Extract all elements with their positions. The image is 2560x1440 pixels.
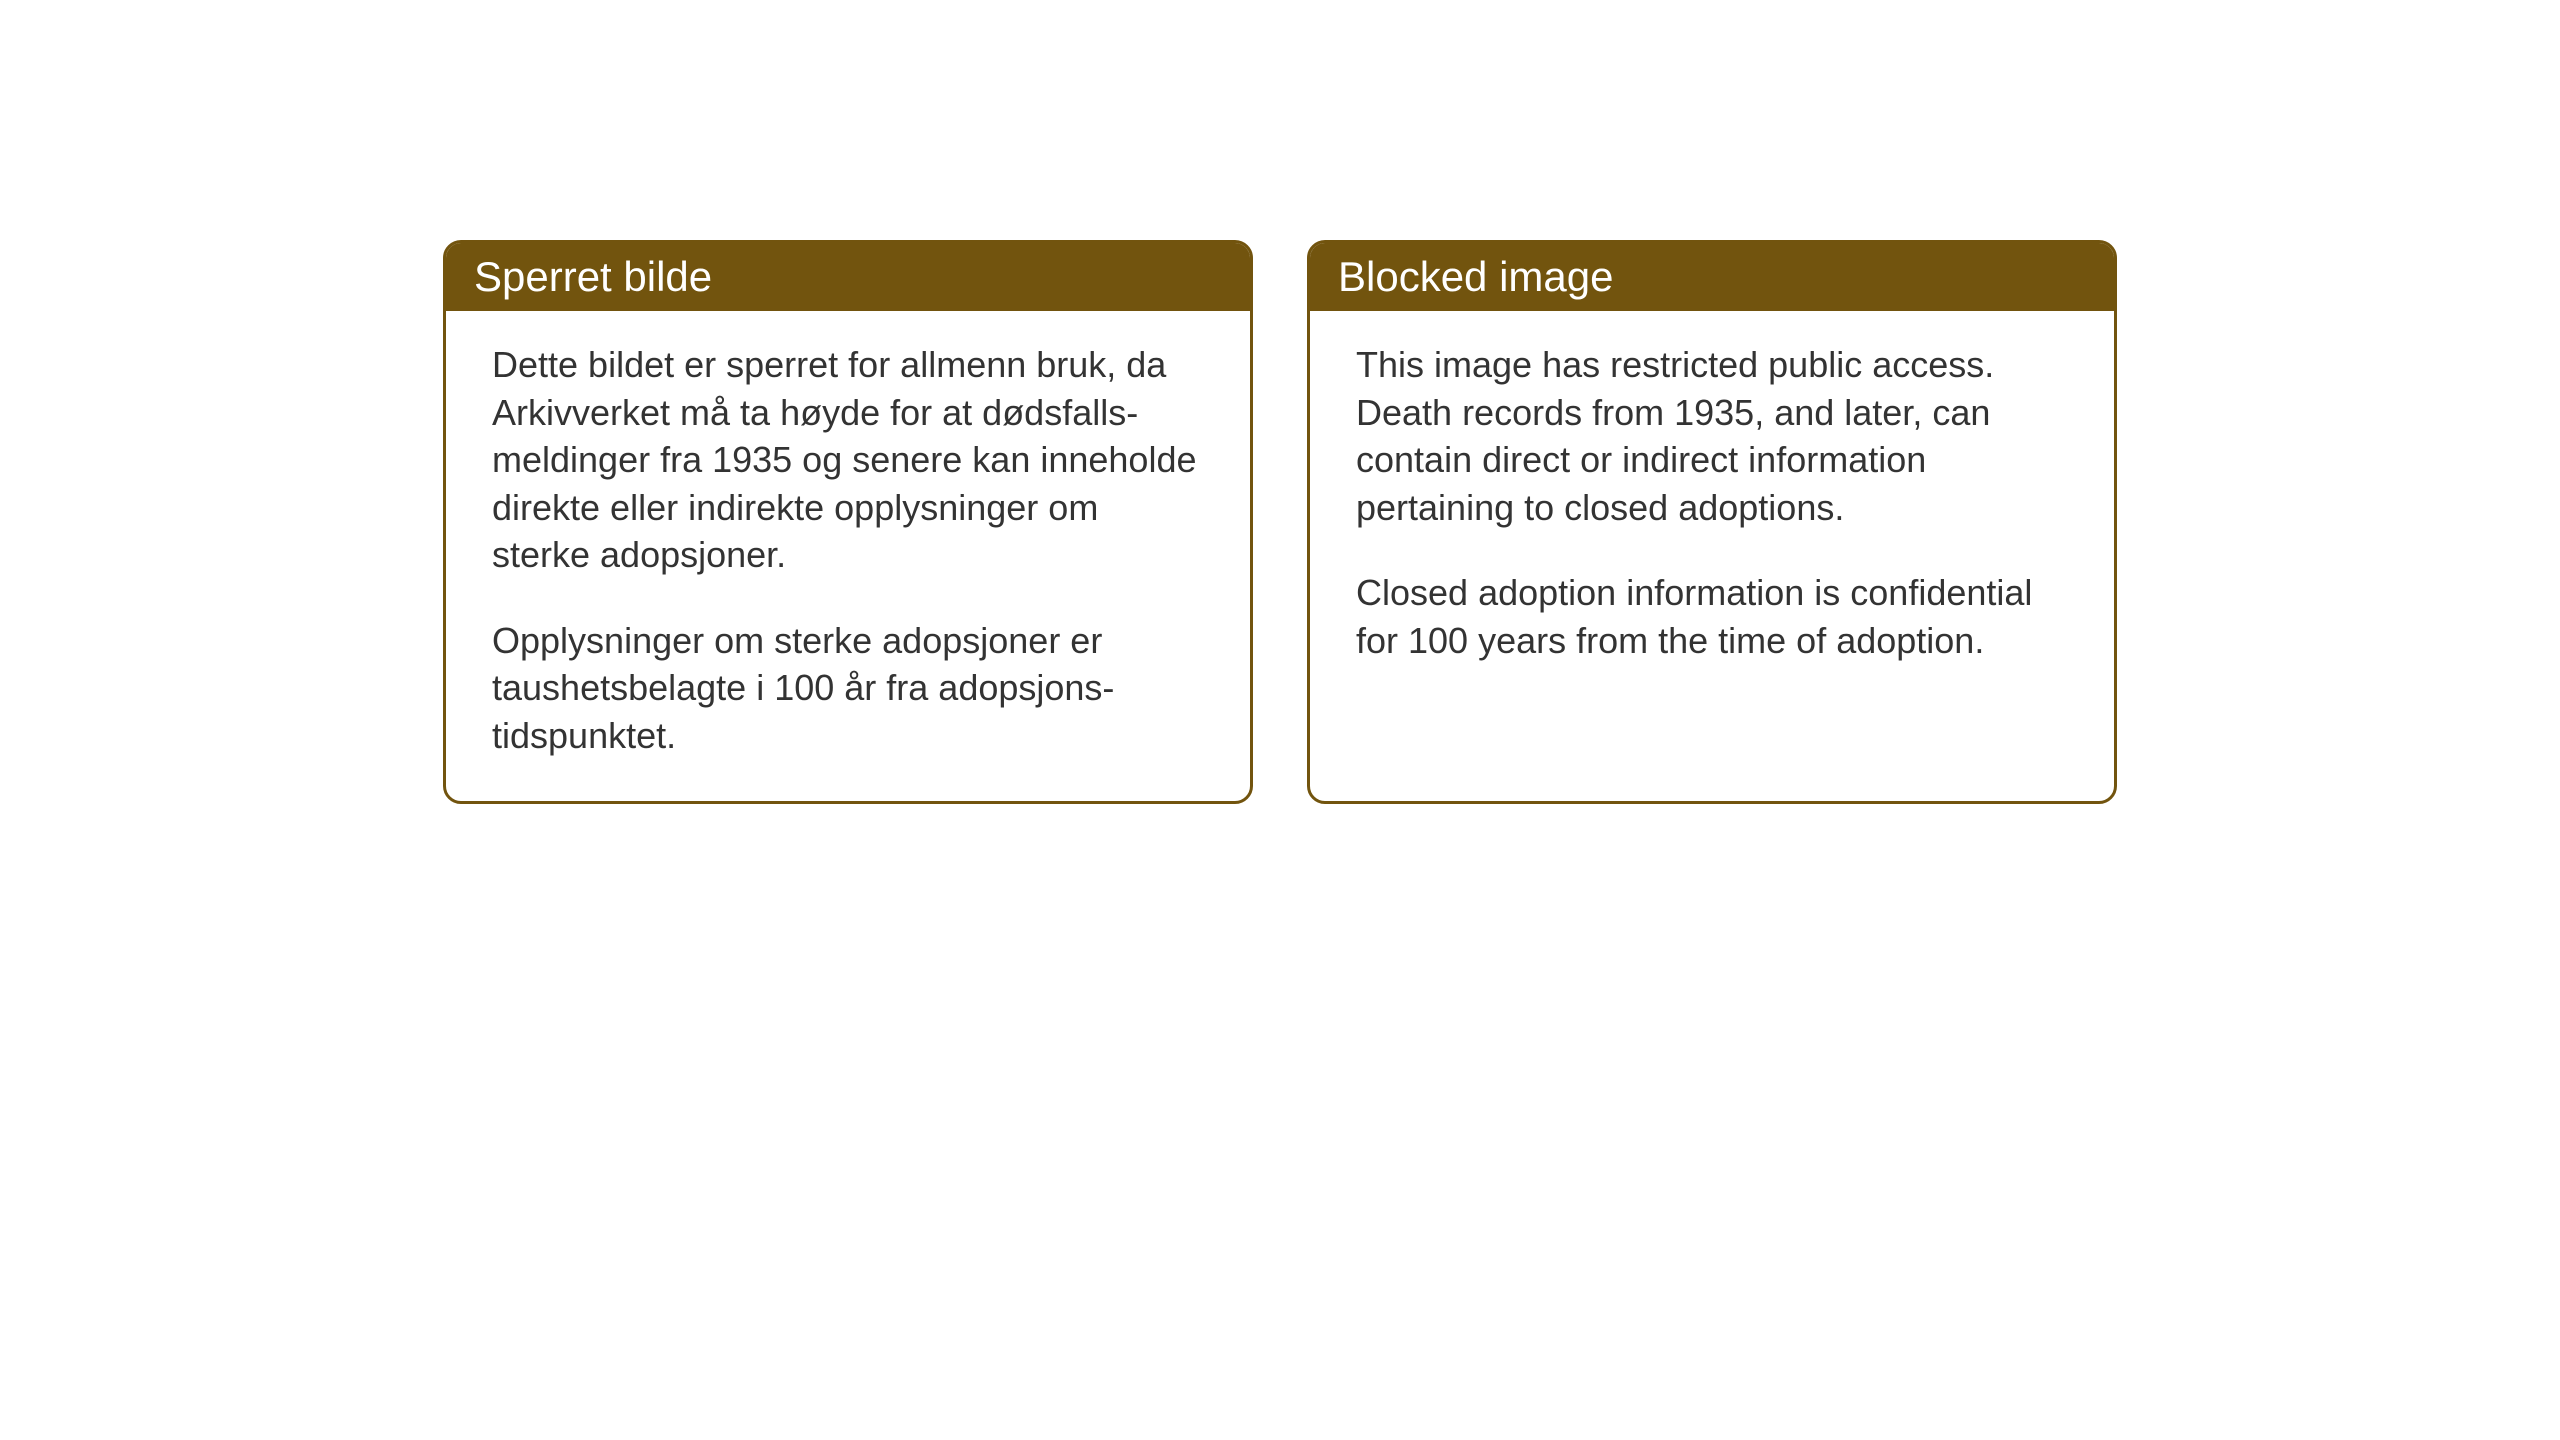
card-english-title: Blocked image (1338, 253, 1613, 300)
card-english-paragraph2: Closed adoption information is confident… (1356, 569, 2068, 664)
card-norwegian-body: Dette bildet er sperret for allmenn bruk… (446, 311, 1250, 801)
card-english: Blocked image This image has restricted … (1307, 240, 2117, 804)
card-norwegian: Sperret bilde Dette bildet er sperret fo… (443, 240, 1253, 804)
card-norwegian-header: Sperret bilde (446, 243, 1250, 311)
card-english-paragraph1: This image has restricted public access.… (1356, 341, 2068, 531)
card-english-header: Blocked image (1310, 243, 2114, 311)
card-norwegian-paragraph1: Dette bildet er sperret for allmenn bruk… (492, 341, 1204, 579)
cards-container: Sperret bilde Dette bildet er sperret fo… (443, 240, 2117, 804)
card-english-body: This image has restricted public access.… (1310, 311, 2114, 706)
card-norwegian-title: Sperret bilde (474, 253, 712, 300)
card-norwegian-paragraph2: Opplysninger om sterke adopsjoner er tau… (492, 617, 1204, 760)
